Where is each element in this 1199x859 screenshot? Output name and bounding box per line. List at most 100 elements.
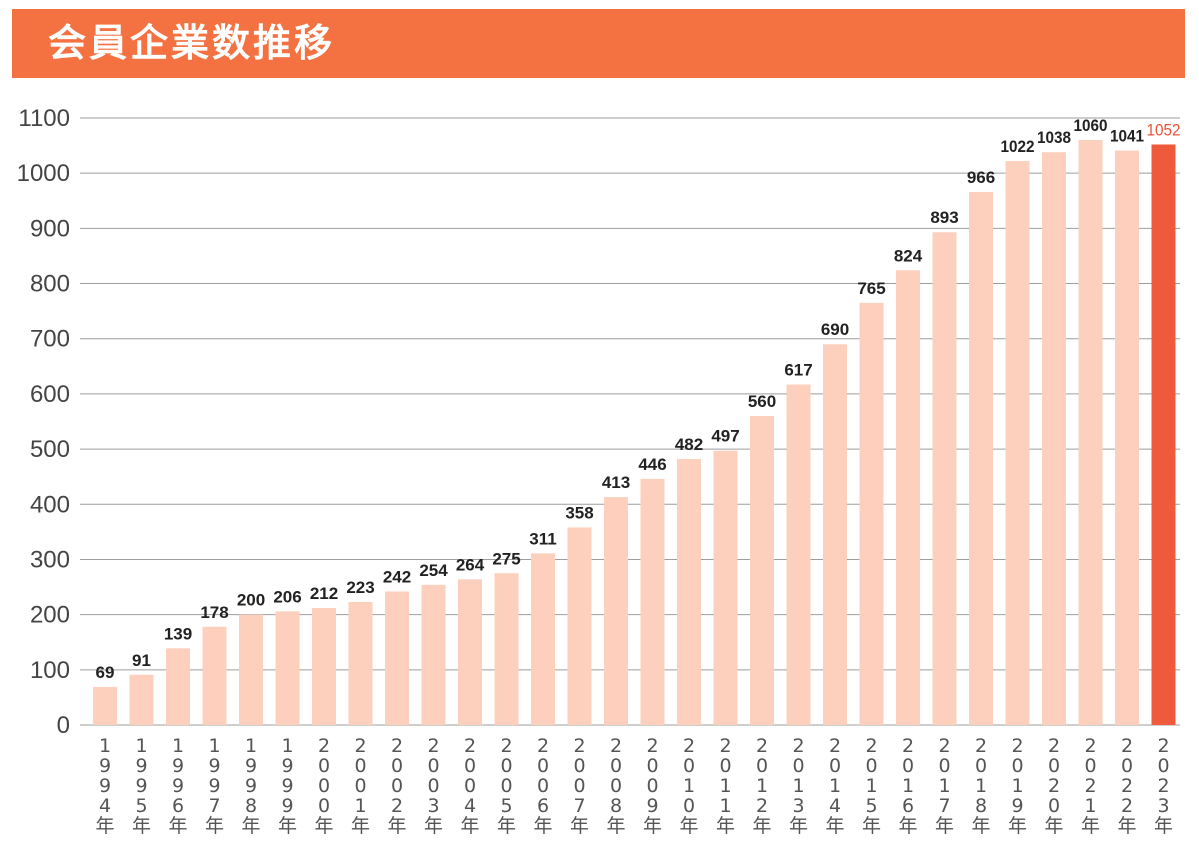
- data-labels: 69 91 139 178 200 206 212 223 242 254 264 275 311 358…: [96, 116, 1181, 682]
- bar: [1151, 144, 1176, 725]
- data-label: 824: [894, 246, 923, 265]
- data-label: 1060: [1074, 116, 1108, 135]
- bar: [129, 674, 154, 725]
- bar: [640, 478, 665, 725]
- data-label: 966: [967, 168, 995, 187]
- y-tick-label: 500: [30, 436, 70, 463]
- bar: [494, 573, 519, 725]
- bar: [1005, 161, 1030, 726]
- data-label: 212: [310, 584, 338, 603]
- bar: [202, 626, 227, 725]
- bar: [786, 384, 811, 725]
- y-axis-ticks: 0 100 200 300 400 500 600 700 800 900 1000 1100: [17, 105, 70, 739]
- data-label: 765: [857, 279, 885, 298]
- data-label: 200: [237, 591, 265, 610]
- data-label: 893: [930, 208, 958, 227]
- bar: [677, 459, 701, 725]
- y-tick-label: 100: [30, 657, 70, 684]
- y-tick-label: 700: [30, 326, 70, 353]
- data-label: 1041: [1110, 127, 1144, 146]
- data-label: 617: [784, 361, 812, 380]
- data-label: 242: [383, 567, 411, 586]
- grid-lines: [80, 117, 1180, 726]
- title-bar: 会員企業数推移: [12, 9, 1185, 78]
- y-tick-label: 800: [30, 271, 70, 298]
- y-tick-label: 0: [57, 712, 70, 739]
- data-label: 311: [529, 529, 556, 548]
- bar: [567, 527, 592, 725]
- y-tick-label: 1000: [17, 160, 70, 187]
- bar: [239, 614, 263, 725]
- data-label: 1038: [1037, 128, 1071, 147]
- bar: [275, 611, 300, 725]
- bar: [531, 553, 555, 725]
- data-label: 560: [748, 392, 776, 411]
- bar: [385, 591, 409, 725]
- data-label: 223: [346, 578, 374, 597]
- bar: [348, 601, 373, 725]
- bar: [750, 415, 774, 725]
- bar: [1042, 152, 1066, 726]
- data-label: 275: [492, 549, 520, 568]
- bar: [312, 608, 336, 725]
- data-label: 413: [602, 473, 630, 492]
- y-tick-label: 600: [30, 381, 70, 408]
- bar: [823, 344, 847, 725]
- y-tick-label: 900: [30, 215, 70, 242]
- bar: [421, 584, 446, 725]
- bar: [1115, 150, 1139, 726]
- data-label: 1022: [1001, 137, 1035, 156]
- data-label: 178: [200, 603, 228, 622]
- y-tick-label: 1100: [18, 105, 70, 132]
- data-label: 1052: [1147, 120, 1181, 139]
- bar: [896, 270, 920, 725]
- y-tick-label: 200: [30, 602, 70, 629]
- data-label: 358: [565, 503, 593, 522]
- bar: [713, 450, 738, 725]
- bar: [859, 302, 884, 725]
- data-label: 482: [675, 435, 703, 454]
- bar: [166, 648, 190, 725]
- data-label: 264: [456, 555, 485, 574]
- y-tick-label: 300: [30, 546, 70, 573]
- bars: [93, 140, 1176, 726]
- data-label: 206: [273, 587, 301, 606]
- data-label: 446: [638, 455, 666, 474]
- bar: [969, 191, 993, 726]
- y-tick-label: 400: [30, 491, 70, 518]
- x-axis-ticks: 1 9 9 4 年 1 9 9 5 年 1 9 9 6 年 1 9 9 7 年 1 9 9 8 年 1 9 9 9 年 2 0 0 0 年 2 0 0 1 年…: [95, 735, 1173, 837]
- data-label: 254: [419, 561, 448, 580]
- bar: [1078, 140, 1103, 725]
- bar: [604, 497, 628, 725]
